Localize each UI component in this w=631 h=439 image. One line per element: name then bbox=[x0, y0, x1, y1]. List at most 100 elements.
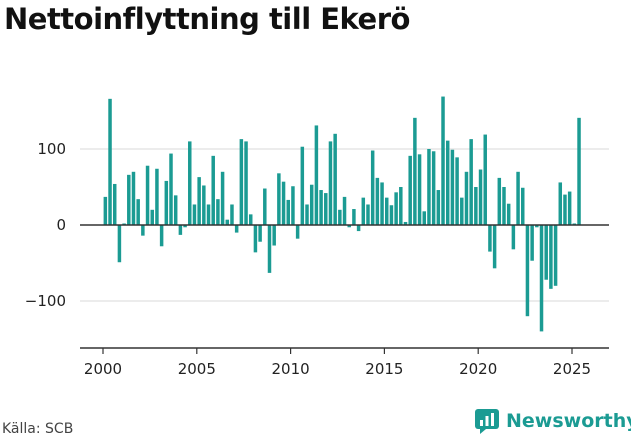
bar bbox=[539, 225, 544, 332]
bar bbox=[436, 190, 441, 225]
bar bbox=[553, 225, 558, 286]
bar bbox=[211, 155, 215, 225]
bar bbox=[216, 199, 220, 225]
bar bbox=[567, 191, 572, 225]
bar bbox=[164, 180, 169, 225]
bar bbox=[464, 171, 469, 225]
bar bbox=[300, 146, 305, 225]
bar bbox=[385, 197, 389, 225]
bar bbox=[333, 133, 337, 225]
y-tick-label: 100 bbox=[37, 140, 66, 158]
bar bbox=[497, 177, 502, 225]
bar bbox=[516, 171, 520, 225]
bar bbox=[431, 151, 436, 225]
bar bbox=[314, 125, 319, 225]
bar bbox=[488, 225, 492, 252]
bar bbox=[511, 225, 516, 250]
bar bbox=[422, 211, 427, 225]
bar bbox=[356, 225, 361, 232]
bar bbox=[549, 225, 553, 289]
bar bbox=[239, 139, 244, 225]
bar bbox=[178, 225, 183, 235]
bar bbox=[277, 173, 281, 225]
y-tick-label: −100 bbox=[25, 292, 66, 310]
bar bbox=[469, 139, 473, 225]
bar bbox=[295, 225, 300, 239]
bar bbox=[305, 204, 309, 225]
bar bbox=[117, 225, 122, 263]
bar bbox=[155, 168, 159, 225]
bar bbox=[455, 157, 459, 225]
bar bbox=[267, 225, 272, 273]
bar bbox=[380, 182, 384, 225]
newsworthy-icon bbox=[475, 409, 499, 434]
bar bbox=[342, 196, 347, 225]
bar bbox=[183, 225, 187, 228]
chart-title: Nettoinflyttning till Ekerö bbox=[4, 2, 410, 36]
bar bbox=[366, 204, 370, 225]
bar bbox=[417, 154, 422, 225]
bar bbox=[281, 181, 286, 225]
source-label: Källa: SCB bbox=[2, 421, 74, 437]
bar bbox=[563, 194, 567, 225]
bar bbox=[150, 209, 154, 225]
bar bbox=[521, 187, 525, 225]
newsworthy-logo[interactable]: Newsworthy bbox=[474, 408, 631, 434]
x-tick-label: 2020 bbox=[459, 360, 497, 378]
bar bbox=[445, 140, 450, 225]
bar bbox=[394, 192, 398, 225]
bar bbox=[403, 221, 408, 225]
bar bbox=[389, 205, 394, 225]
bar bbox=[544, 225, 548, 280]
bar bbox=[131, 171, 136, 225]
bar bbox=[502, 187, 506, 225]
bar bbox=[347, 225, 351, 228]
bar bbox=[136, 199, 140, 225]
bar bbox=[248, 214, 253, 225]
bar bbox=[108, 98, 112, 225]
x-tick-label: 2005 bbox=[178, 360, 216, 378]
bar bbox=[234, 225, 239, 233]
bar bbox=[328, 141, 333, 225]
bar bbox=[225, 219, 230, 225]
bar bbox=[127, 174, 131, 225]
bar bbox=[408, 155, 412, 225]
bar bbox=[272, 225, 276, 246]
bar bbox=[427, 149, 431, 225]
x-tick-label: 2025 bbox=[553, 360, 591, 378]
bar bbox=[291, 186, 295, 225]
bar bbox=[112, 183, 117, 225]
bar bbox=[192, 204, 197, 225]
bar bbox=[188, 141, 192, 225]
bar bbox=[535, 225, 539, 228]
bar bbox=[244, 141, 248, 225]
bar bbox=[286, 199, 290, 225]
bar bbox=[492, 225, 497, 269]
bar bbox=[525, 225, 530, 317]
bar bbox=[361, 197, 366, 225]
bar bbox=[263, 188, 267, 225]
bar bbox=[483, 134, 487, 225]
bar bbox=[370, 150, 375, 225]
bar bbox=[399, 187, 403, 225]
bar bbox=[220, 171, 225, 225]
bar bbox=[169, 153, 173, 225]
bar bbox=[375, 177, 380, 225]
bar bbox=[206, 204, 211, 225]
bar bbox=[122, 223, 126, 225]
bar bbox=[478, 169, 483, 225]
bar bbox=[558, 182, 563, 225]
bar bbox=[103, 196, 108, 225]
bar bbox=[577, 117, 581, 225]
bar bbox=[474, 187, 478, 225]
bar bbox=[197, 177, 201, 225]
bar bbox=[319, 190, 323, 225]
newsworthy-wordmark: Newsworthy bbox=[506, 410, 631, 432]
x-tick-label: 2010 bbox=[272, 360, 310, 378]
bar bbox=[309, 184, 314, 225]
bar bbox=[253, 225, 258, 253]
bar bbox=[338, 209, 342, 225]
bar bbox=[202, 185, 206, 225]
bar bbox=[460, 197, 464, 225]
